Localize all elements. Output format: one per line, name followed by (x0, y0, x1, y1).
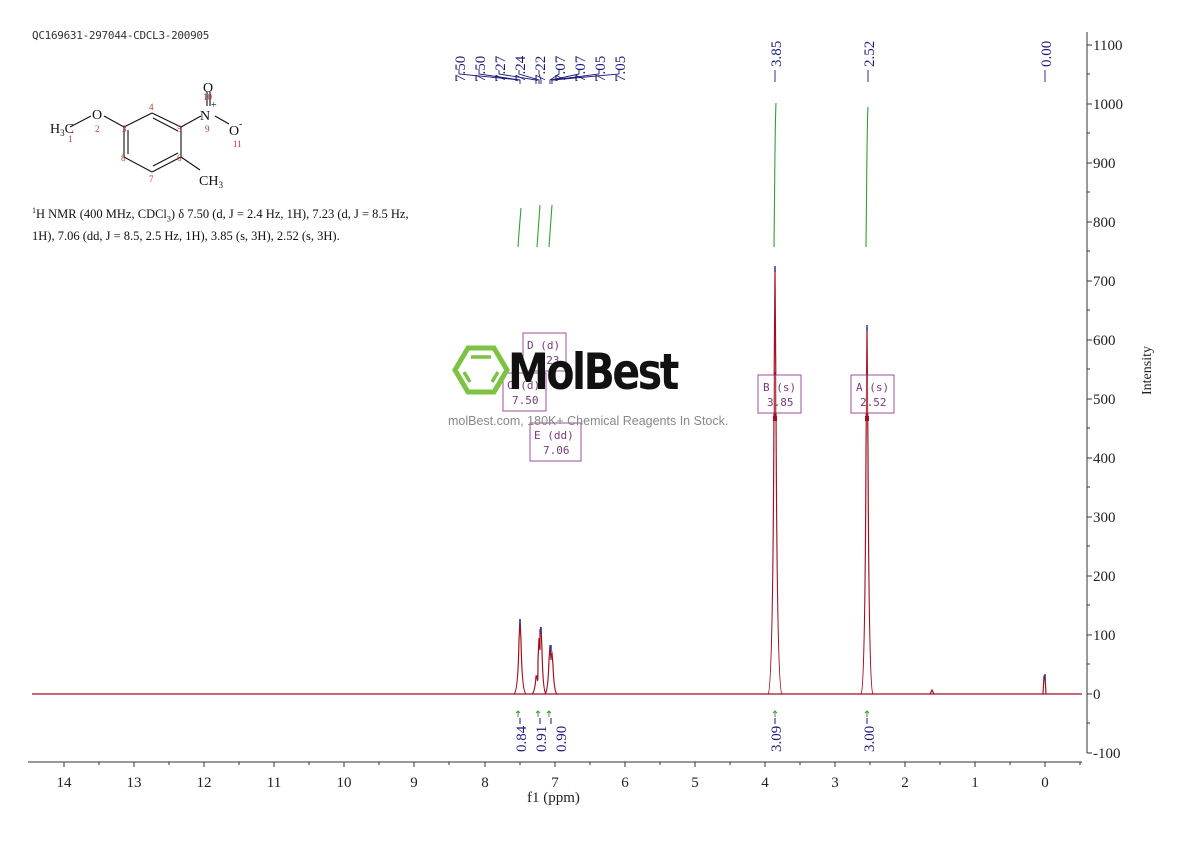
multiplet-boxes: D (d) 7.23 C (d) 7.50 E (dd) 7.06 B (s) … (502, 332, 895, 462)
y-tick: 100 (1093, 628, 1116, 644)
multiplet-a-shift: 2.52 (860, 396, 887, 409)
nmr-line1-rest: ) δ 7.50 (d, J = 2.4 Hz, 1H), 7.23 (d, J… (170, 207, 409, 222)
x-tick: 4 (761, 775, 769, 791)
atom-index-12: 12 (204, 189, 213, 190)
atom-index-2: 2 (95, 124, 100, 134)
y-tick: 300 (1093, 510, 1116, 526)
sample-id: QC169631-297044-CDCL3-200905 (32, 29, 210, 42)
molbest-logo-icon (452, 345, 510, 395)
peak-label: 7.50 (453, 56, 469, 82)
atom-index-9: 9 (205, 124, 210, 134)
y-tick-labels: 1100 1000 900 800 700 600 500 400 300 20… (1093, 38, 1123, 762)
nmr-sup: 1 (32, 206, 36, 215)
y-tick: 200 (1093, 569, 1116, 585)
x-tick: 13 (127, 775, 142, 791)
y-tick: 700 (1093, 274, 1116, 290)
multiplet-d-shift: 7.23 (533, 354, 560, 367)
integral-labels: 0.84 0.91 0.90 3.09 3.00 (514, 725, 878, 752)
x-tick: 11 (267, 775, 281, 791)
y-axis (1086, 32, 1092, 754)
peak-label: 7.22 (533, 56, 549, 82)
integral-label: 3.00 (862, 726, 878, 752)
multiplet-b-label: B (s) (763, 381, 796, 394)
n9-charge: + (211, 100, 217, 111)
multiplet-d-label: D (d) (527, 339, 560, 352)
multiplet-b-shift: 3.85 (767, 396, 794, 409)
atom-index-3: 3 (122, 124, 127, 134)
atom-index-5: 5 (177, 124, 182, 134)
x-tick: 14 (57, 775, 73, 791)
atom-index-10: 10 (203, 92, 213, 102)
atom-o2: O (92, 108, 102, 123)
atom-h3c: H3C (50, 122, 74, 138)
multiplet-a-label: A (s) (856, 381, 889, 394)
integral-curves (517, 102, 869, 248)
nmr-line2: 1H), 7.06 (dd, J = 8.5, 2.5 Hz, 1H), 3.8… (32, 228, 340, 243)
atom-o11: O (229, 124, 239, 139)
peak-labels: 7.50 7.50 7.27 7.24 7.22 7.07 7.07 7.05 … (453, 41, 1055, 82)
atom-index-6: 6 (177, 153, 182, 163)
x-tick: 12 (197, 775, 212, 791)
y-axis-title: Intensity (1140, 346, 1155, 395)
nmr-summary: 1H NMR (400 MHz, CDCl3) δ 7.50 (d, J = 2… (32, 203, 452, 244)
y-tick: 1100 (1093, 38, 1122, 54)
peak-label: 7.05 (613, 56, 629, 82)
multiplet-e-shift: 7.06 (543, 444, 570, 457)
chemical-structure: H3C O N + O - O CH3 1 2 3 4 5 6 7 8 9 10… (50, 81, 242, 190)
x-axis (28, 761, 1082, 767)
peak-label: 7.24 (513, 55, 529, 82)
watermark-brand: MolBest (508, 343, 679, 401)
y-tick: 500 (1093, 392, 1116, 408)
integral-label: 3.09 (769, 726, 785, 752)
x-tick-labels: 14 13 12 11 10 9 8 7 6 5 4 3 2 1 0 (57, 775, 1049, 791)
integral-label: 0.90 (554, 726, 570, 752)
multiplet-c-shift: 7.50 (512, 394, 539, 407)
x-tick: 2 (901, 775, 909, 791)
atom-index-4: 4 (149, 102, 154, 112)
y-tick: 900 (1093, 156, 1116, 172)
x-tick: 3 (831, 775, 839, 791)
atom-ch3: CH3 (199, 174, 223, 190)
peak-label: 3.85 (769, 41, 785, 67)
x-tick: 9 (410, 775, 418, 791)
x-tick: 1 (971, 775, 979, 791)
atom-index-7: 7 (149, 174, 154, 184)
atom-n9: N (200, 109, 210, 124)
peak-label: 7.07 (573, 55, 589, 82)
integral-label: 0.91 (534, 726, 550, 752)
y-tick: -100 (1093, 746, 1121, 762)
peak-label: 7.50 (473, 56, 489, 82)
watermark-tagline: molBest.com, 180K+ Chemical Reagents In … (448, 414, 729, 428)
peak-label: 2.52 (862, 41, 878, 67)
multiplet-c-label: C (d) (507, 379, 540, 392)
nmr-sub: 3 (166, 214, 171, 224)
o11-charge: - (239, 119, 242, 130)
atom-o10: O (203, 81, 213, 96)
y-tick: 1000 (1093, 97, 1123, 113)
integral-label: 0.84 (514, 725, 530, 752)
x-tick: 8 (481, 775, 489, 791)
y-tick: 800 (1093, 215, 1116, 231)
x-axis-title: f1 (ppm) (527, 790, 580, 806)
x-tick: 0 (1041, 775, 1049, 791)
x-tick: 7 (551, 775, 559, 791)
peak-label: 7.05 (593, 56, 609, 82)
x-tick: 5 (691, 775, 699, 791)
atom-index-11: 11 (233, 139, 242, 149)
nmr-line1: H NMR (400 MHz, CDCl (36, 207, 167, 222)
y-tick: 0 (1093, 687, 1101, 703)
atom-index-8: 8 (121, 153, 126, 163)
peak-label: 0.00 (1039, 41, 1055, 67)
atom-index-1: 1 (68, 134, 73, 144)
x-tick: 6 (621, 775, 629, 791)
multiplet-e-label: E (dd) (534, 429, 574, 442)
y-tick: 400 (1093, 451, 1116, 467)
x-tick: 10 (337, 775, 352, 791)
y-tick: 600 (1093, 333, 1116, 349)
